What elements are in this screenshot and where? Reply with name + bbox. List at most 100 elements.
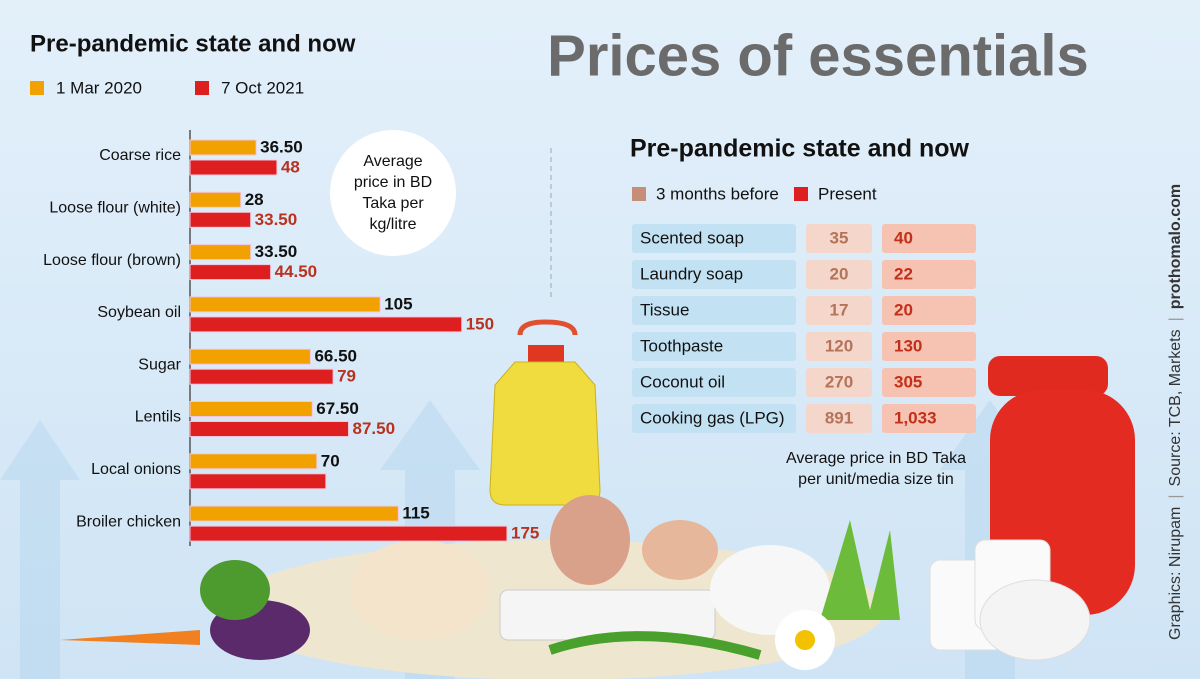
annotation: kg/litre — [369, 216, 416, 233]
category-label: Broiler chicken — [76, 513, 181, 530]
bar — [189, 505, 399, 522]
category-label: Soybean oil — [97, 304, 181, 321]
category-label: Loose flour (brown) — [43, 252, 181, 269]
table-cell — [632, 368, 796, 397]
table-cell — [806, 368, 872, 397]
bar — [189, 244, 252, 261]
table-cell — [806, 224, 872, 253]
bar — [189, 401, 313, 417]
cell-text: 20 — [830, 264, 849, 283]
bar — [189, 421, 349, 437]
cell-text: 40 — [894, 228, 913, 247]
main-title: Prices of essentials — [547, 23, 1089, 88]
value-label: 79 — [337, 367, 356, 386]
table-cell — [632, 332, 796, 361]
bar — [189, 139, 257, 156]
cell-text: Laundry soap — [640, 264, 743, 283]
table-note: Average price in BD Taka — [786, 450, 966, 467]
legend-swatch — [30, 81, 44, 95]
value-label: 150 — [466, 314, 494, 333]
table-cell — [882, 404, 976, 433]
credit: Graphics: Nirupam — [1167, 507, 1184, 640]
cell-text: 20 — [894, 300, 913, 319]
cell-text: 22 — [894, 264, 913, 283]
column-label: 3 months before — [656, 184, 779, 203]
bar — [189, 368, 334, 385]
table-cell — [806, 404, 872, 433]
cell-text: 17 — [830, 300, 849, 319]
cell-text: 120 — [825, 336, 853, 355]
value-label: 33.50 — [255, 242, 298, 261]
bar — [189, 296, 381, 313]
legend-label: 1 Mar 2020 — [56, 78, 142, 97]
cell-text: Coconut oil — [640, 372, 725, 391]
value-label: 70 — [321, 451, 340, 470]
bar — [189, 453, 318, 470]
credit: prothomalo.com — [1167, 184, 1184, 309]
bar — [189, 473, 327, 490]
table-cell — [882, 296, 976, 325]
bar — [189, 348, 311, 365]
legend-label: 7 Oct 2021 — [221, 78, 304, 97]
credits: Graphics: Nirupam | Source: TCB, Markets | p… — [1167, 184, 1184, 640]
annotation: Taka per — [362, 195, 424, 212]
value-label: 87.50 — [353, 419, 396, 438]
bar — [189, 316, 463, 333]
value-label: 36.50 — [260, 137, 303, 156]
chart-title: Pre-pandemic state and now — [30, 30, 356, 57]
bar — [189, 159, 278, 176]
value-label: 48 — [281, 157, 300, 176]
legend-swatch — [632, 187, 646, 201]
cell-text: Tissue — [640, 300, 689, 319]
value-label: 175 — [511, 524, 539, 543]
separator: | — [1167, 494, 1184, 498]
table-cell — [632, 224, 796, 253]
table-cell — [632, 260, 796, 289]
legend-swatch — [794, 187, 808, 201]
note-circle — [330, 130, 456, 256]
images — [60, 319, 1135, 679]
column-label: Present — [818, 184, 877, 203]
category-label: Local onions — [91, 461, 181, 478]
cell-text: Toothpaste — [640, 336, 723, 355]
table-cell — [882, 368, 976, 397]
table-cell — [806, 260, 872, 289]
bar-chart: 1 Mar 2020 7 Oct 2021 Average price in BD Ta… — [30, 78, 539, 546]
table-cell — [882, 260, 976, 289]
bar — [189, 191, 242, 208]
category-label: Lentils — [135, 409, 181, 426]
annotation: price in BD — [354, 174, 432, 191]
cell-text: 270 — [825, 372, 853, 391]
bar — [189, 264, 272, 281]
annotation: Average — [363, 153, 422, 170]
separator: | — [1167, 317, 1184, 321]
cell-text: 35 — [830, 228, 849, 247]
bar — [189, 211, 252, 228]
legend-swatch — [195, 81, 209, 95]
cell-text: 305 — [894, 372, 922, 391]
value-label: 67.50 — [316, 399, 359, 418]
category-label: Sugar — [138, 356, 181, 373]
value-label: 33.50 — [255, 210, 298, 229]
table-title: Pre-pandemic state and now — [630, 135, 970, 163]
value-label: 28 — [245, 190, 264, 209]
value-label: 66.50 — [314, 347, 357, 366]
cell-text: 891 — [825, 408, 853, 427]
price-table: Pre-pandemic state and now 3 months befor… — [630, 135, 976, 488]
table-cell — [632, 404, 796, 433]
table-cell — [882, 224, 976, 253]
bar — [189, 525, 508, 542]
cell-text: Cooking gas (LPG) — [640, 408, 785, 427]
cell-text: 130 — [894, 336, 922, 355]
credit: Source: TCB, Markets — [1167, 329, 1184, 486]
cell-text: 1,033 — [894, 408, 937, 427]
table-note: per unit/media size tin — [798, 471, 954, 488]
table-cell — [806, 296, 872, 325]
table-cell — [882, 332, 976, 361]
value-label: 105 — [384, 294, 412, 313]
value-label: 115 — [402, 504, 429, 523]
category-label: Loose flour (white) — [49, 200, 181, 217]
table-cell — [806, 332, 872, 361]
category-label: Coarse rice — [99, 147, 181, 164]
